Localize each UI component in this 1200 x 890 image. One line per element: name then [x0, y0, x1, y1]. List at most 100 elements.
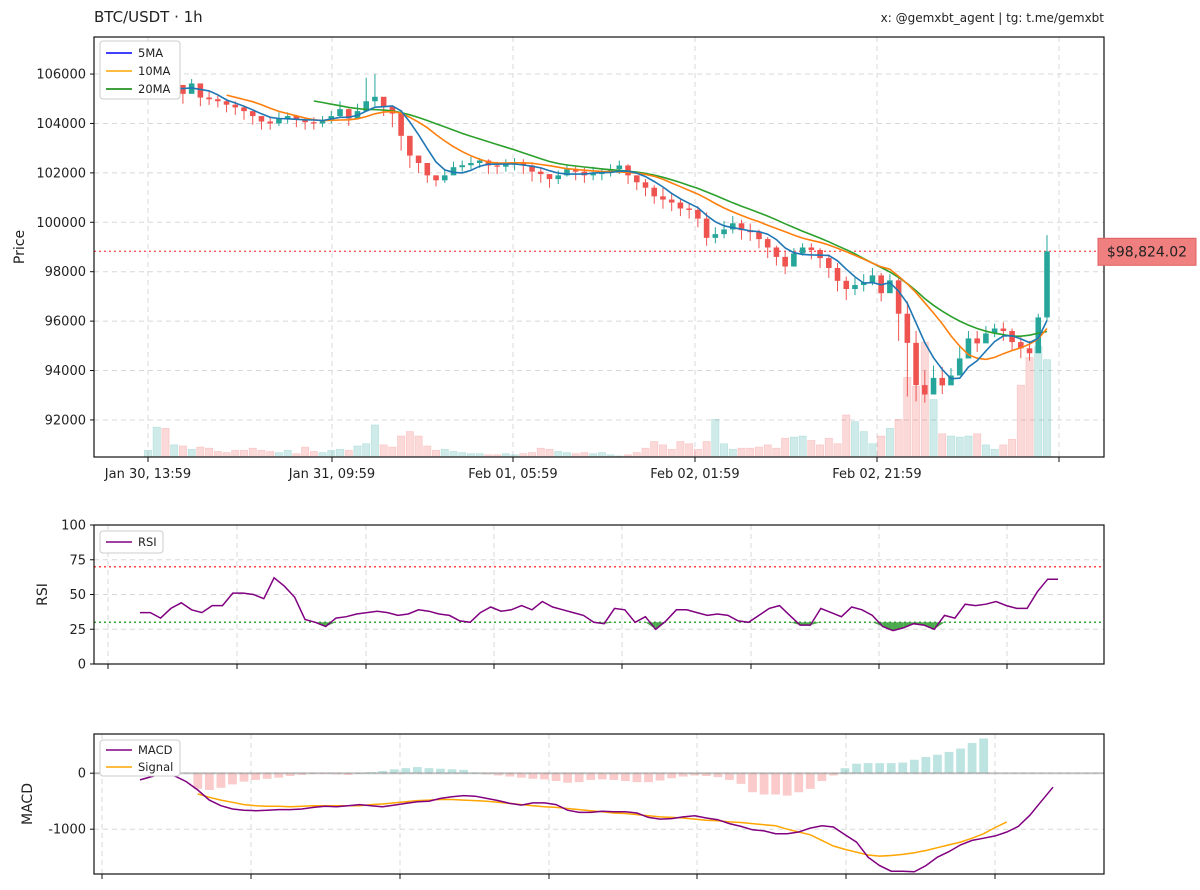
price-xtick-label: Jan 31, 09:59 — [288, 467, 375, 482]
legend-label-rsi: RSI — [138, 535, 157, 549]
candle-body — [703, 218, 710, 238]
volume-bar — [222, 452, 231, 458]
volume-bar — [379, 444, 388, 458]
price-ytick-label: 96000 — [45, 315, 86, 330]
price-panel: 92000 94000 96000 98000 100000 102000 104000 10… — [12, 36, 1105, 482]
price-ylabel: Price — [12, 230, 28, 264]
volume-bar — [432, 450, 440, 458]
price-ytick-label: 92000 — [45, 413, 86, 428]
macd-histogram-bar — [805, 773, 815, 789]
last-price-tag: $98,824.02 — [1097, 237, 1197, 266]
macd-histogram-bar — [412, 767, 422, 774]
volume-bar — [397, 435, 406, 458]
price-ytick-label: 94000 — [45, 364, 86, 379]
candle-body — [345, 109, 352, 119]
candle-body — [843, 280, 850, 289]
candle-body — [232, 104, 239, 108]
candle-body — [991, 328, 998, 334]
macd-histogram-bar — [228, 773, 237, 785]
candle-body — [258, 116, 265, 122]
candle-body — [808, 247, 815, 250]
volume-bar — [405, 431, 414, 458]
rsi-legend: RSI — [99, 530, 164, 554]
macd-histogram-bar — [829, 773, 838, 776]
volume-bar — [650, 441, 659, 458]
macd-histogram-bar — [563, 773, 572, 783]
candle-body — [852, 285, 858, 289]
volume-bar — [283, 450, 292, 458]
rsi-oversold-fill — [892, 622, 904, 631]
candle-body — [633, 175, 640, 183]
volume-bar — [580, 452, 589, 458]
volume-bar — [178, 445, 187, 458]
volume-bar — [414, 435, 423, 458]
macd-histogram-bar — [389, 769, 399, 774]
volume-bar — [301, 446, 310, 458]
volume-bar — [362, 443, 371, 458]
volume-bar — [562, 452, 571, 458]
candle-body — [904, 313, 911, 343]
candle-body — [197, 83, 204, 98]
rsi-line — [140, 576, 1058, 632]
macd-histogram-bar — [436, 768, 445, 774]
volume-bar — [885, 427, 894, 458]
volume-bar — [781, 437, 790, 458]
candle-body — [668, 199, 675, 203]
macd-histogram-bar — [863, 763, 873, 774]
macd-histogram-bar — [597, 773, 607, 780]
volume-bar — [327, 450, 336, 458]
candle-body — [756, 232, 762, 240]
macd-histogram-bar — [447, 769, 457, 774]
candle-body — [660, 196, 666, 200]
macd-histogram-bar — [898, 762, 908, 774]
volume-bar — [929, 399, 938, 458]
macd-histogram-bar — [921, 756, 931, 774]
volume-bar — [990, 448, 999, 458]
macd-histogram-bar — [493, 773, 503, 776]
legend-label-5ma: 5MA — [138, 46, 163, 60]
candle-body — [869, 275, 876, 283]
macd-histogram-bar — [736, 773, 746, 784]
volume-bar — [702, 441, 711, 458]
candle-body — [572, 169, 579, 172]
price-xtick-label: Feb 01, 05:59 — [468, 467, 557, 482]
macd-ytick-label: -1000 — [48, 823, 86, 838]
volume-bar — [336, 448, 344, 458]
volume-bar — [152, 426, 161, 458]
volume-bar — [938, 433, 947, 458]
macd-histogram-bar — [667, 773, 677, 779]
candle-body — [284, 116, 291, 119]
rsi-oversold-fill — [882, 622, 893, 631]
last-price-label: $98,824.02 — [1107, 244, 1187, 260]
candle-body — [1018, 342, 1024, 349]
volume-bar — [755, 446, 763, 458]
volume-bar — [545, 448, 554, 458]
candle-body — [476, 160, 483, 163]
volume-bar — [170, 444, 179, 458]
candle-body — [215, 99, 221, 102]
macd-histogram-bar — [251, 773, 260, 780]
candle-body — [1035, 317, 1042, 354]
candle-body — [930, 377, 937, 395]
macd-histogram-bar — [967, 742, 977, 774]
volume-bar — [196, 446, 205, 458]
volume-bar — [894, 419, 903, 458]
volume-bar — [353, 445, 362, 458]
volume-bar — [685, 443, 694, 458]
candle-body — [537, 171, 544, 175]
macd-histogram-bar — [204, 773, 214, 790]
macd-histogram-bar — [424, 768, 434, 774]
legend-label-macd: MACD — [138, 743, 173, 757]
macd-histogram-bar — [274, 773, 284, 778]
macd-histogram-bar — [644, 773, 653, 783]
candle-body — [380, 96, 387, 107]
macd-histogram-bar — [193, 773, 203, 789]
volume-bar — [1025, 357, 1034, 458]
volume-bar — [641, 447, 650, 458]
candle-body — [450, 167, 457, 176]
candle-body — [764, 239, 771, 248]
candle-body — [695, 209, 701, 219]
candle-body — [441, 175, 448, 181]
macd-histogram-bar — [701, 773, 711, 776]
price-xtick-label: Jan 30, 13:59 — [104, 467, 191, 482]
